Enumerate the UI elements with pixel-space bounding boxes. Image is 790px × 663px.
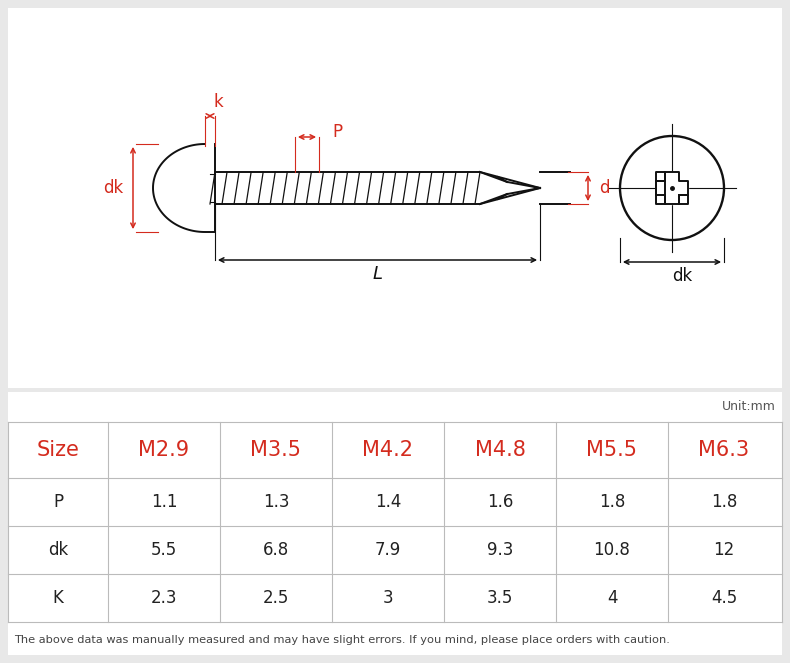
Text: 4: 4 [607,589,617,607]
Text: M3.5: M3.5 [250,440,302,460]
Polygon shape [153,144,215,232]
Text: 1.3: 1.3 [263,493,289,511]
Text: 12: 12 [713,541,735,559]
Text: M4.8: M4.8 [475,440,525,460]
Text: 5.5: 5.5 [151,541,177,559]
Text: 3.5: 3.5 [487,589,514,607]
Text: 1.4: 1.4 [374,493,401,511]
Text: 1.8: 1.8 [599,493,625,511]
Text: 4.5: 4.5 [711,589,737,607]
Text: dk: dk [672,267,692,285]
Text: dk: dk [103,179,123,197]
Text: 6.8: 6.8 [263,541,289,559]
Text: Size: Size [36,440,80,460]
Polygon shape [480,172,540,204]
Text: Unit:mm: Unit:mm [722,400,776,413]
Text: L: L [373,265,382,283]
Bar [8,8,782,388]
Text: M2.9: M2.9 [138,440,190,460]
Text: 1.8: 1.8 [711,493,737,511]
Text: 7.9: 7.9 [375,541,401,559]
Text: 1.1: 1.1 [151,493,177,511]
Text: The above data was manually measured and may have slight errors. If you mind, pl: The above data was manually measured and… [14,635,670,645]
Text: dk: dk [48,541,68,559]
Text: P: P [332,123,342,141]
Polygon shape [656,172,688,204]
Text: M5.5: M5.5 [586,440,638,460]
Polygon shape [215,172,480,204]
Text: 2.5: 2.5 [263,589,289,607]
Bar [8,392,782,655]
Text: M4.2: M4.2 [363,440,413,460]
Text: K: K [53,589,63,607]
Text: 2.3: 2.3 [151,589,177,607]
Text: 10.8: 10.8 [593,541,630,559]
Text: 9.3: 9.3 [487,541,514,559]
Text: k: k [213,93,223,111]
Text: 1.6: 1.6 [487,493,514,511]
Text: 3: 3 [382,589,393,607]
Text: M6.3: M6.3 [698,440,750,460]
Text: d: d [599,179,609,197]
Text: P: P [53,493,63,511]
